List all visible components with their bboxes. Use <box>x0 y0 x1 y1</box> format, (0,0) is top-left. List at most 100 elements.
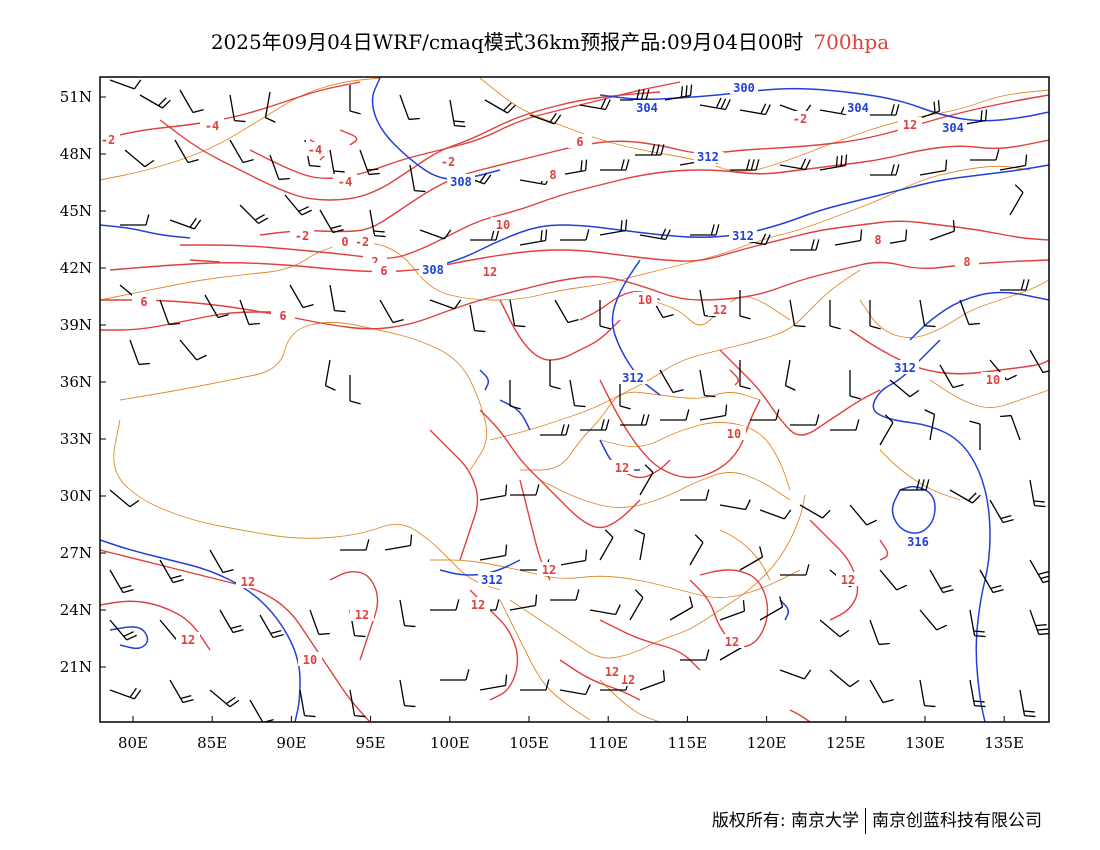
temperature-label: 0 <box>341 235 348 249</box>
barb-flag <box>180 694 192 700</box>
barb-flag <box>896 584 907 591</box>
barb-flag <box>710 224 715 236</box>
label-backdrop <box>132 294 156 308</box>
wind-barb <box>919 679 936 708</box>
barb-flag <box>507 104 516 114</box>
barb-staff <box>469 304 476 331</box>
temperature-label: 10 <box>496 218 510 232</box>
wind-barb <box>790 239 820 251</box>
plot-background <box>100 77 1049 722</box>
barb-flag <box>304 714 316 718</box>
label-backdrop <box>633 100 661 114</box>
barb-flag <box>992 589 1004 594</box>
barb-flag <box>805 159 811 170</box>
barb-flag <box>624 219 628 231</box>
barb-flag <box>272 634 284 639</box>
barb-flag <box>924 704 936 708</box>
height-label: 308 <box>422 263 444 277</box>
barb-flag <box>715 224 720 236</box>
barb-staff <box>919 299 926 326</box>
wind-barb <box>259 614 284 639</box>
wind-barb <box>620 414 650 426</box>
barb-flag <box>189 217 197 228</box>
barb-flag <box>685 409 690 421</box>
wind-barb <box>750 409 780 421</box>
plot-frame <box>99 76 1050 723</box>
barb-flag <box>636 89 641 101</box>
barb-flag <box>1035 624 1047 627</box>
wind-barb <box>409 164 426 193</box>
geopotential-contour <box>909 291 1049 341</box>
barb-staff <box>869 619 880 645</box>
barb-staff <box>554 299 569 323</box>
label-backdrop <box>541 167 565 181</box>
lon-tick-label: 100E <box>430 734 470 752</box>
barb-flag <box>504 674 508 686</box>
boundary-line <box>599 679 661 722</box>
barb-flag <box>334 309 346 313</box>
barb-flag <box>302 304 314 309</box>
barb-staff <box>819 619 841 638</box>
barb-flag <box>800 158 807 169</box>
wind-barb <box>349 689 366 718</box>
temperature-label: -2 <box>793 112 807 126</box>
barb-staff <box>719 504 746 511</box>
wind-barb <box>759 596 784 621</box>
temperature-label: 12 <box>471 598 485 612</box>
barb-staff <box>999 164 1026 171</box>
barb-flag <box>924 409 935 415</box>
temperature-label: -4 <box>205 119 219 133</box>
label-backdrop <box>290 228 314 242</box>
temperature-contour <box>729 369 740 386</box>
barb-flag <box>724 404 728 416</box>
barb-staff <box>264 91 271 118</box>
longitude-ticks: 80E 85E 90E 95E 100E 105E 110E 115E 120E 125E 130E… <box>118 716 1024 752</box>
label-backdrop <box>600 664 624 678</box>
boundary-line <box>119 322 488 471</box>
barb-flag <box>634 529 645 535</box>
barb-staff <box>109 79 135 90</box>
barb-flag <box>895 104 900 116</box>
barb-flag <box>585 684 591 695</box>
label-backdrop <box>303 142 327 156</box>
temperature-label: -2 <box>441 155 455 169</box>
barb-staff <box>919 169 946 176</box>
label-backdrop <box>447 174 475 188</box>
wind-barb <box>399 94 420 121</box>
barb-flag <box>760 103 767 114</box>
barb-flag <box>365 539 370 551</box>
barb-staff <box>239 299 250 325</box>
barb-staff <box>569 379 576 406</box>
temperature-label: 12 <box>542 563 556 577</box>
label-backdrop <box>730 80 758 94</box>
barb-staff <box>589 609 616 616</box>
barb-flag <box>193 219 202 230</box>
barb-flag <box>940 584 952 590</box>
barb-flag <box>168 322 180 326</box>
wind-barb <box>399 679 416 708</box>
barb-flag <box>973 700 985 703</box>
wind-barb <box>559 684 591 696</box>
barb-flag <box>839 629 850 638</box>
barb-flag <box>785 385 796 391</box>
barb-flag <box>298 206 309 212</box>
barb-flag <box>567 319 579 324</box>
barb-flag <box>645 89 650 101</box>
boundary-line <box>100 165 1031 301</box>
wind-barb <box>124 149 155 168</box>
wind-barb <box>600 159 630 171</box>
wind-barb <box>639 228 671 241</box>
barb-flag <box>620 220 623 232</box>
barb-staff <box>869 679 884 703</box>
wind-barb <box>569 379 586 408</box>
barb-staff <box>179 339 198 361</box>
wind-barb <box>939 364 964 389</box>
wind-barb <box>660 409 690 421</box>
temperature-label: -2 <box>295 229 309 243</box>
barb-flag <box>916 479 921 491</box>
temperature-label: 6 <box>576 135 583 149</box>
boundary-line <box>649 296 791 326</box>
lon-tick-label: 90E <box>276 734 306 752</box>
boundary-line <box>599 422 791 491</box>
temperature-contour <box>519 479 551 581</box>
